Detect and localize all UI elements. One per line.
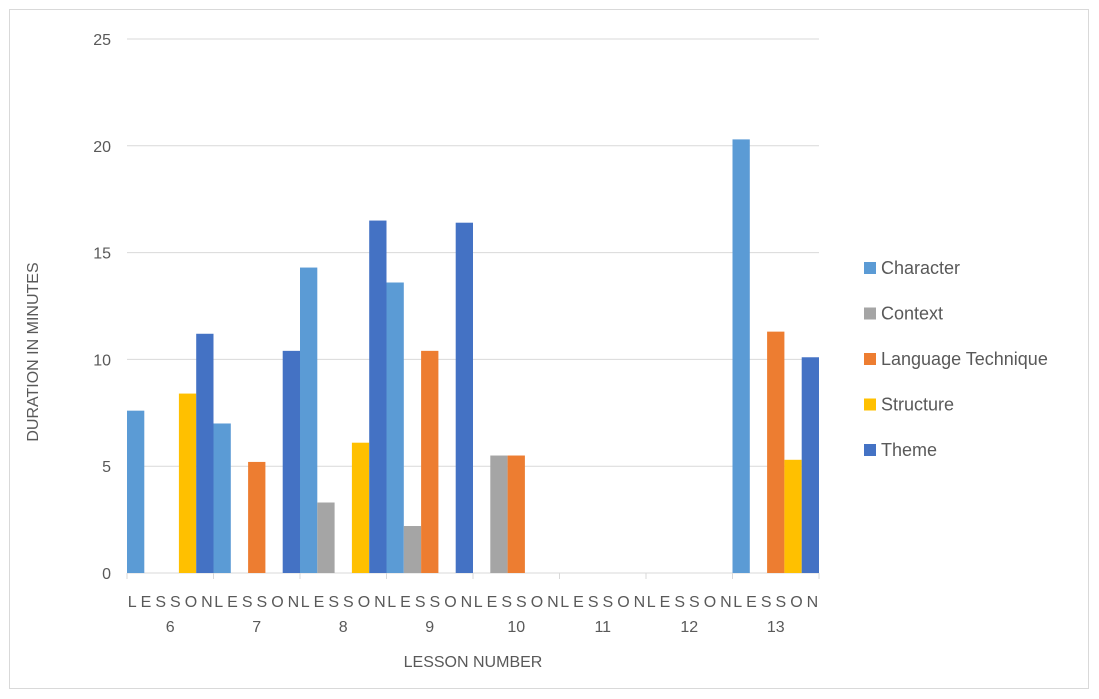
x-tick-label-number: 10 — [507, 619, 525, 636]
y-tick-label: 20 — [93, 139, 111, 156]
y-tick-label: 10 — [93, 352, 111, 369]
bar-structure — [351, 442, 370, 573]
x-tick-label-number: 11 — [594, 619, 611, 636]
legend-swatch — [864, 307, 876, 320]
x-tick-label: LESSON — [128, 594, 217, 611]
bar-context — [403, 526, 422, 573]
bar-language-technique — [507, 455, 525, 573]
bar-context — [317, 502, 335, 573]
y-tick-label: 15 — [93, 246, 111, 263]
y-axis-title: DURATION IN MINUTES — [25, 262, 42, 441]
x-tick-label: LESSON — [647, 594, 736, 611]
legend-swatch — [864, 398, 876, 411]
x-tick-label: LESSON — [474, 594, 563, 611]
legend-swatch — [864, 444, 876, 456]
bar-theme — [369, 220, 387, 573]
bar-language-technique — [421, 350, 439, 573]
bar-structure — [178, 393, 197, 573]
bar-theme — [455, 222, 473, 574]
bar-character — [386, 282, 404, 573]
x-tick-label: LESSON — [560, 594, 649, 611]
bar-theme — [282, 350, 300, 573]
bar-theme — [196, 333, 214, 573]
x-tick-label: LESSON — [214, 594, 303, 611]
bar-character — [213, 423, 231, 573]
legend-entry: Context — [881, 304, 943, 324]
bar-language-technique — [767, 331, 785, 573]
legend-entry: Language Technique — [881, 349, 1048, 369]
bar-theme — [801, 357, 819, 573]
y-axis-ticks: 0 5 10 15 20 25 — [93, 32, 111, 583]
x-tick-label: LESSON — [733, 594, 822, 611]
x-tick-label-number: 13 — [767, 619, 785, 636]
x-axis-title: LESSON NUMBER — [404, 654, 543, 671]
bars — [127, 139, 819, 574]
legend: Character Context Language Technique Struct… — [864, 258, 1048, 460]
y-tick-label: 0 — [102, 566, 111, 583]
bar-character — [127, 410, 145, 573]
y-tick-label: 5 — [102, 459, 111, 476]
x-axis: LESSON 6 LESSON 7 LESSON 8 LESSON 9 LESSON 10 LESS… — [126, 572, 822, 636]
bar-language-technique — [248, 461, 266, 573]
x-tick-label-number: 6 — [166, 619, 175, 636]
legend-swatch — [864, 262, 876, 274]
bar-structure — [784, 459, 802, 573]
legend-entry: Character — [881, 258, 960, 278]
bar-character — [300, 267, 318, 573]
bar-character — [732, 139, 750, 573]
x-tick-label: LESSON — [387, 594, 476, 611]
x-tick-label: LESSON — [301, 594, 390, 611]
x-tick-label-number: 7 — [252, 619, 261, 636]
x-tick-label-number: 9 — [425, 619, 434, 636]
legend-entry: Theme — [881, 440, 937, 460]
y-tick-label: 25 — [93, 32, 111, 49]
chart-frame — [9, 9, 1089, 689]
legend-entry: Structure — [881, 395, 954, 415]
x-tick-label-number: 12 — [680, 619, 698, 636]
bar-context — [490, 455, 508, 573]
x-tick-label-number: 8 — [339, 619, 348, 636]
legend-swatch — [864, 353, 876, 365]
